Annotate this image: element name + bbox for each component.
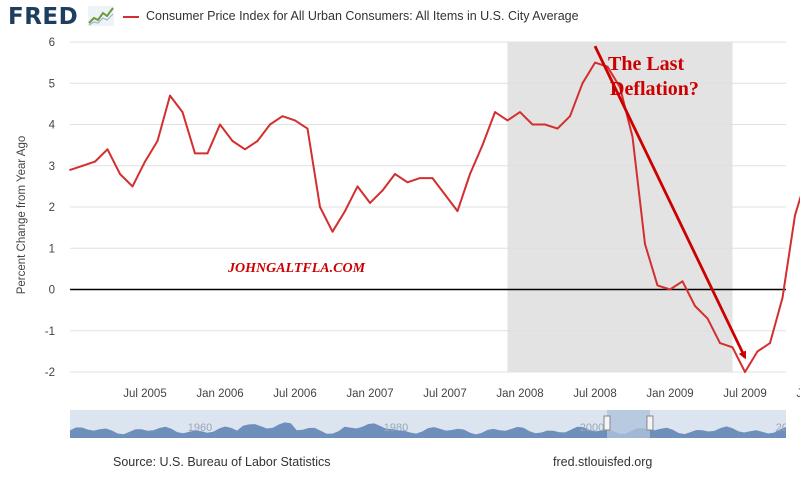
x-tick-label: Jul 2006 bbox=[273, 388, 316, 400]
data-point bbox=[719, 342, 721, 345]
x-tick-label: Jul 2009 bbox=[723, 388, 766, 400]
data-point bbox=[156, 140, 159, 142]
navigator-year-label: 2020 bbox=[776, 422, 786, 434]
data-point bbox=[281, 115, 284, 118]
fred-logo[interactable]: FRED bbox=[8, 4, 79, 30]
navigator-right-handle[interactable] bbox=[646, 415, 654, 431]
navigator-year-label: 1960 bbox=[188, 422, 212, 434]
annotation-deflation: Deflation? bbox=[610, 78, 699, 100]
data-point bbox=[694, 305, 696, 307]
navigator-year-label: 1980 bbox=[384, 422, 408, 434]
data-point bbox=[619, 86, 621, 89]
data-point bbox=[669, 288, 671, 291]
data-point bbox=[119, 173, 121, 175]
x-tick-label: Jan 2009 bbox=[646, 388, 693, 400]
data-point bbox=[794, 214, 796, 217]
y-tick-label: 5 bbox=[49, 78, 55, 90]
data-point bbox=[294, 119, 296, 122]
data-point bbox=[594, 61, 596, 64]
deflation-arrow bbox=[593, 45, 747, 360]
data-point bbox=[94, 160, 96, 163]
data-point bbox=[744, 371, 746, 373]
x-tick-label: Jan 2007 bbox=[346, 388, 393, 400]
data-point bbox=[606, 65, 609, 68]
y-tick-label: 2 bbox=[49, 202, 55, 214]
data-point bbox=[394, 173, 396, 175]
data-point bbox=[319, 206, 321, 208]
x-tick-label: Jan 2010 bbox=[796, 388, 800, 400]
data-point bbox=[431, 177, 434, 180]
data-point bbox=[781, 296, 784, 299]
watermark-johngaltfla: JOHNGALTFLA.COM bbox=[227, 261, 366, 276]
source-url[interactable]: fred.stlouisfed.org bbox=[553, 455, 653, 469]
range-navigator[interactable]: 1960 1980 2000 2020 bbox=[70, 410, 786, 438]
navigator-left-handle[interactable] bbox=[603, 415, 611, 431]
data-point bbox=[244, 148, 246, 151]
data-point bbox=[81, 164, 84, 167]
data-point bbox=[131, 185, 134, 188]
data-point bbox=[681, 280, 684, 283]
data-point bbox=[706, 317, 709, 320]
annotation-the-last: The Last bbox=[608, 53, 684, 75]
data-point bbox=[369, 201, 371, 204]
cpi-line-chart: -2 -1 0 1 2 3 4 5 6 Jul 2005 Jan 2006 Jul 2006 Jan 2… bbox=[45, 37, 800, 400]
data-point bbox=[556, 127, 559, 130]
data-point bbox=[469, 173, 471, 175]
data-point bbox=[494, 111, 496, 114]
data-point bbox=[144, 160, 146, 163]
data-point bbox=[631, 135, 634, 138]
data-point bbox=[731, 346, 734, 349]
x-tick-label: Jul 2007 bbox=[423, 388, 466, 400]
data-point bbox=[506, 119, 509, 122]
x-tick-label: Jan 2008 bbox=[496, 388, 543, 400]
data-point bbox=[344, 210, 346, 213]
navigator-year-label: 2000 bbox=[580, 422, 604, 434]
data-point bbox=[231, 140, 234, 142]
data-point bbox=[269, 123, 271, 126]
data-point bbox=[106, 148, 109, 151]
data-point bbox=[444, 193, 446, 196]
data-point bbox=[756, 350, 759, 353]
data-point bbox=[769, 342, 771, 345]
y-tick-label: 1 bbox=[49, 243, 55, 255]
header: FRED Consumer Price Index for All Urban … bbox=[0, 0, 800, 36]
source-note: Source: U.S. Bureau of Labor Statistics bbox=[113, 455, 331, 469]
y-tick-label: -1 bbox=[45, 326, 55, 338]
data-point bbox=[69, 168, 71, 171]
legend-series-label[interactable]: Consumer Price Index for All Urban Consu… bbox=[146, 9, 579, 23]
x-tick-label: Jul 2005 bbox=[123, 388, 166, 400]
data-point bbox=[206, 152, 209, 155]
data-point bbox=[419, 177, 421, 180]
navigator-selection[interactable] bbox=[607, 410, 650, 438]
data-point bbox=[531, 123, 534, 126]
data-point bbox=[331, 230, 334, 233]
data-point bbox=[356, 185, 359, 188]
legend-swatch bbox=[123, 16, 139, 18]
data-point bbox=[194, 152, 196, 155]
data-point bbox=[581, 82, 584, 85]
y-axis-label: Percent Change from Year Ago bbox=[16, 135, 28, 295]
data-point bbox=[219, 123, 221, 126]
y-tick-label: 3 bbox=[49, 161, 55, 173]
data-point bbox=[456, 210, 459, 213]
y-tick-label: -2 bbox=[45, 367, 55, 379]
y-tick-label: 6 bbox=[49, 37, 55, 49]
y-tick-label: 4 bbox=[49, 120, 56, 132]
data-point bbox=[519, 111, 521, 114]
data-point bbox=[306, 127, 309, 130]
x-tick-label: Jan 2006 bbox=[196, 388, 243, 400]
data-point bbox=[481, 144, 484, 147]
data-point bbox=[656, 284, 659, 287]
data-point bbox=[256, 140, 259, 142]
data-point bbox=[569, 115, 571, 118]
data-point bbox=[181, 111, 184, 114]
data-point bbox=[381, 189, 384, 192]
x-tick-label: Jul 2008 bbox=[573, 388, 616, 400]
data-point bbox=[644, 243, 646, 246]
data-point bbox=[544, 123, 546, 126]
y-tick-label: 0 bbox=[49, 285, 55, 297]
data-point bbox=[406, 181, 409, 184]
data-point bbox=[169, 94, 171, 97]
trend-line-icon bbox=[88, 6, 114, 26]
